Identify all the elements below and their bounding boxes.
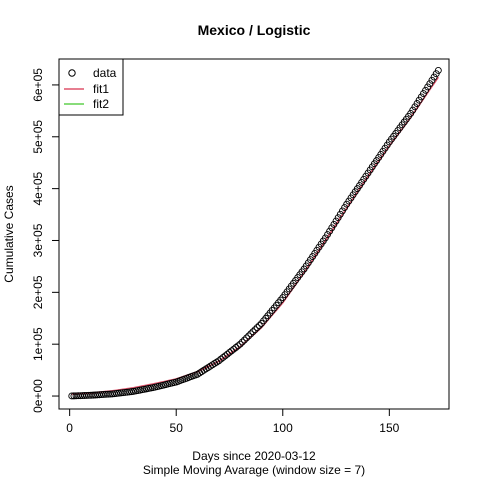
- legend-label-fit1: fit1: [93, 82, 109, 96]
- legend-label-data: data: [93, 66, 117, 80]
- y-tick-label: 1e+05: [31, 327, 45, 361]
- data-point: [245, 332, 253, 340]
- data-point: [219, 354, 227, 361]
- data-point: [121, 388, 129, 396]
- data-point: [108, 390, 116, 398]
- data-point: [113, 389, 120, 397]
- legend: data fit1 fit2: [58, 58, 124, 116]
- data-point: [110, 390, 118, 398]
- data-point: [226, 349, 233, 356]
- data-point: [115, 389, 123, 397]
- data-point: [221, 352, 229, 360]
- data-point: [128, 388, 135, 396]
- data-point: [117, 389, 125, 397]
- data-point: [341, 204, 349, 212]
- series-layer: [68, 66, 442, 400]
- data-point: [434, 66, 442, 74]
- data-point: [251, 326, 259, 334]
- y-tick-label: 3e+05: [31, 223, 45, 257]
- chart-title: Mexico / Logistic: [198, 22, 311, 38]
- y-axis-label: Cumulative Cases: [2, 185, 16, 282]
- data-point: [321, 234, 329, 242]
- data-point: [328, 224, 336, 232]
- x-tick-label: 50: [170, 421, 184, 435]
- data-point: [332, 217, 340, 225]
- data-point: [249, 328, 257, 336]
- x-axis: 0 50 100 150: [66, 408, 400, 435]
- y-axis: 0e+00 1e+05 2e+05 3e+05 4e+05 5e+05 6e+05: [31, 68, 60, 413]
- x-axis-sublabel: Simple Moving Avarage (window size = 7): [143, 463, 365, 477]
- series-line-fit1: [71, 76, 440, 395]
- data-point: [217, 355, 225, 363]
- data-point: [240, 336, 248, 344]
- x-axis-label: Days since 2020-03-12: [192, 449, 316, 463]
- y-tick-label: 0e+00: [31, 379, 45, 413]
- data-point: [238, 338, 246, 346]
- data-point: [106, 390, 114, 398]
- y-tick-label: 6e+05: [31, 68, 45, 102]
- data-point: [119, 389, 127, 397]
- data-point: [243, 334, 250, 342]
- data-point: [125, 388, 133, 396]
- legend-data-symbol: [68, 69, 76, 77]
- y-tick-label: 5e+05: [31, 120, 45, 154]
- data-point: [330, 220, 338, 228]
- data-point: [324, 231, 331, 238]
- data-point: [334, 214, 342, 222]
- data-point: [338, 207, 346, 215]
- data-point: [326, 227, 334, 235]
- data-point: [234, 342, 242, 350]
- legend-label-fit2: fit2: [93, 97, 109, 111]
- data-point: [230, 345, 238, 353]
- data-point: [247, 330, 255, 338]
- data-point: [232, 344, 240, 351]
- y-tick-label: 4e+05: [31, 171, 45, 205]
- data-point: [236, 340, 244, 348]
- x-tick-label: 0: [66, 421, 73, 435]
- data-point: [336, 210, 344, 218]
- data-point: [123, 388, 131, 396]
- x-tick-label: 100: [273, 421, 293, 435]
- data-point: [255, 322, 263, 329]
- data-point: [253, 324, 261, 332]
- y-tick-label: 2e+05: [31, 275, 45, 309]
- x-tick-label: 150: [379, 421, 399, 435]
- data-point: [228, 347, 236, 355]
- legend-box: [58, 58, 124, 116]
- data-point: [223, 350, 231, 358]
- data-point: [215, 357, 223, 365]
